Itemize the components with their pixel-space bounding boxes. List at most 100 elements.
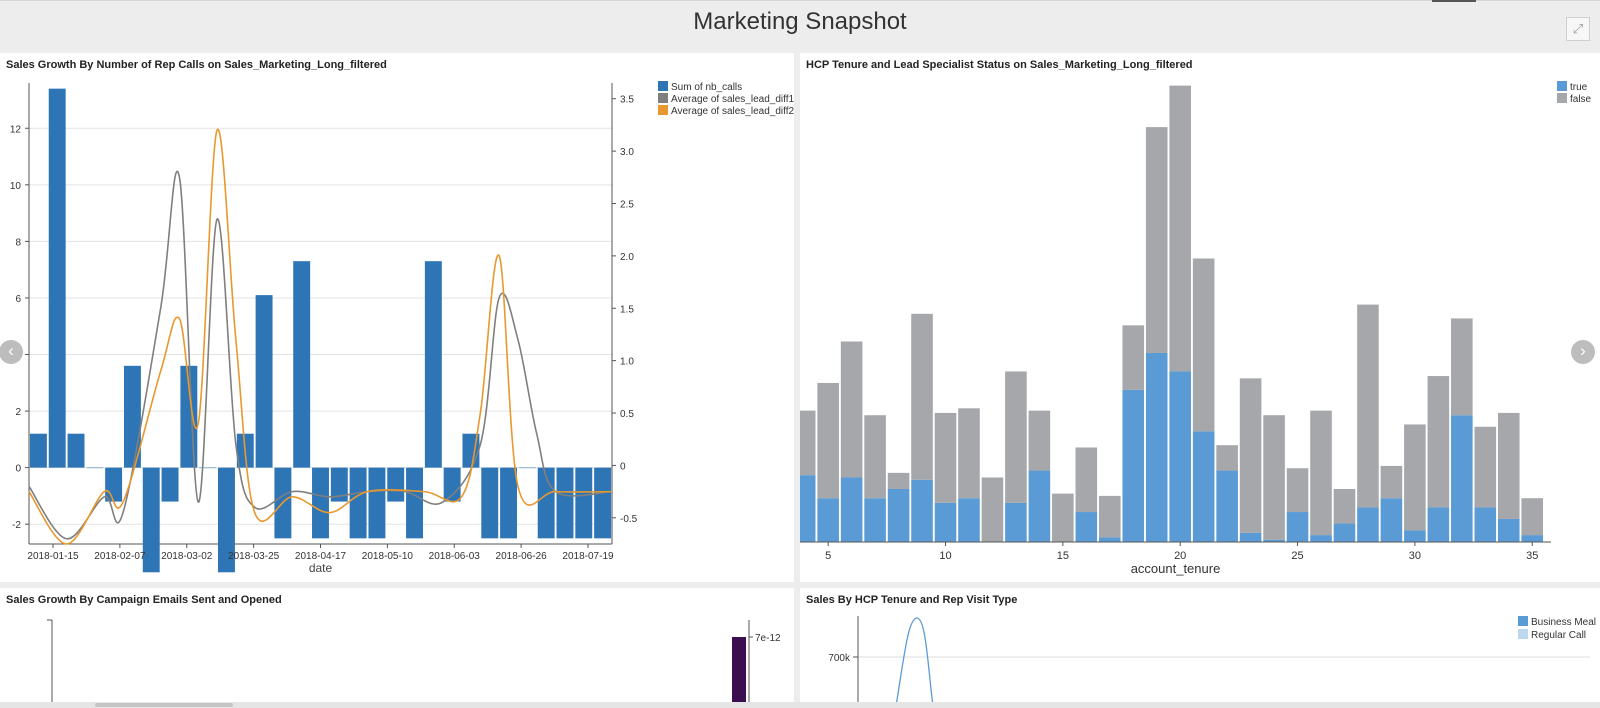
x-tick-label: 25 [1291, 550, 1303, 562]
previous-slide-button[interactable]: ‹ [0, 340, 23, 364]
bar-false [817, 382, 839, 499]
bar-true [1427, 507, 1450, 542]
bar-true [1169, 371, 1191, 542]
bar-true [1521, 535, 1544, 542]
bar [481, 467, 499, 539]
bar-true [1286, 512, 1309, 542]
bar-false [864, 415, 886, 499]
next-slide-button[interactable]: › [1571, 340, 1595, 364]
bar-true [934, 502, 957, 542]
panel-title: Sales Growth By Number of Rep Calls on S… [6, 59, 387, 71]
bar-true [1145, 352, 1168, 542]
bar [500, 467, 518, 539]
bar-true [911, 479, 933, 542]
bar-false [1333, 488, 1356, 524]
bar-false [1521, 498, 1544, 536]
bar [255, 295, 273, 468]
bar [594, 467, 612, 539]
bar-false [1474, 426, 1497, 508]
x-tick-label: 5 [825, 550, 831, 562]
horizontal-scrollbar[interactable] [0, 702, 1600, 708]
legend-label: Sum of nb_calls [671, 82, 742, 93]
bar [105, 467, 123, 502]
y2-tick-label: 3.0 [620, 147, 634, 158]
x-tick-label: 2018-01-15 [27, 551, 79, 562]
y2-tick-label: 3.5 [620, 95, 634, 106]
x-axis-title: account_tenure [1131, 561, 1221, 576]
bar [312, 467, 329, 539]
visit-type-chart: 700k Business Meal Regular Call [828, 616, 1596, 708]
y2-tick-label: 2.5 [620, 199, 634, 210]
bar-false [1451, 318, 1473, 416]
bar-false [1052, 493, 1074, 542]
legend-swatch [1557, 93, 1567, 103]
bar [424, 261, 442, 468]
series-line [895, 617, 934, 707]
bar-true [1075, 512, 1098, 542]
bar-false [1005, 371, 1027, 503]
bar-true [1333, 523, 1356, 542]
bar-false [800, 410, 816, 476]
bar-false [1216, 445, 1238, 471]
bar [406, 467, 423, 539]
y-tick-label: 0 [15, 464, 21, 475]
y-tick-label: 2 [15, 407, 21, 418]
bar-true [1216, 470, 1238, 542]
bar-true [1357, 507, 1379, 542]
y2-tick-label: 7e-12 [755, 633, 781, 644]
bar-true [1263, 539, 1285, 542]
bar [199, 467, 217, 469]
bar-false [1286, 468, 1309, 513]
bar-true [887, 488, 910, 542]
bar-true [1028, 470, 1051, 542]
bar-true [1122, 389, 1145, 542]
bar [293, 261, 311, 468]
x-tick-label: 2018-07-19 [562, 551, 614, 562]
bar [732, 637, 746, 708]
bar-false [1145, 127, 1168, 353]
scrollbar-thumb[interactable] [95, 703, 233, 707]
bar-false [911, 313, 933, 480]
chevron-left-icon: ‹ [8, 341, 14, 360]
bar-true [958, 498, 980, 542]
bar-false [1239, 378, 1262, 533]
bar-true [1451, 415, 1473, 542]
fullscreen-button[interactable]: ⤢ [1566, 17, 1590, 41]
bar [67, 433, 85, 468]
panel-title: Sales By HCP Tenure and Rep Visit Type [806, 594, 1018, 606]
panel-hcp-tenure: HCP Tenure and Lead Specialist Status on… [800, 53, 1600, 582]
bar [330, 467, 348, 502]
y-tick-label: 10 [10, 181, 22, 192]
bar-false [958, 408, 980, 499]
panel-visit-type: Sales By HCP Tenure and Rep Visit Type 7… [800, 588, 1600, 708]
bar [518, 467, 536, 469]
y2-tick-label: 0 [620, 461, 626, 472]
bar-true [1474, 507, 1497, 542]
bar-true [1239, 532, 1262, 542]
bar [29, 433, 47, 468]
legend-swatch [1518, 616, 1528, 626]
bar [556, 467, 574, 539]
bar-false [1380, 465, 1403, 499]
series-line [28, 128, 613, 545]
bar-false [1357, 304, 1379, 508]
x-tick-label: 2018-02-07 [94, 551, 146, 562]
bar-true [1380, 498, 1403, 542]
bar-true [800, 475, 816, 542]
bar-true [1310, 535, 1332, 542]
bar [218, 467, 235, 573]
y2-tick-label: 1.5 [620, 304, 634, 315]
bar-false [1075, 447, 1098, 513]
bar-false [981, 477, 1004, 542]
bar-false [887, 472, 910, 489]
legend-label: Regular Call [1531, 630, 1586, 641]
legend-label: Business Meal [1531, 617, 1596, 628]
x-tick-label: 2018-06-26 [496, 551, 548, 562]
bar-false [1427, 376, 1450, 508]
bar-true [1098, 537, 1121, 542]
bar-false [1122, 325, 1145, 390]
bar-false [1310, 410, 1332, 536]
legend-label: Average of sales_lead_diff2 [671, 106, 794, 117]
chevron-right-icon: › [1580, 341, 1586, 360]
